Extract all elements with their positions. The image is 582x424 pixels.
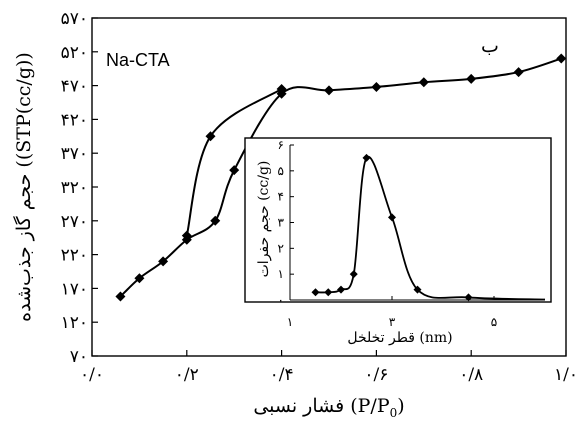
isotherm-point	[513, 67, 524, 78]
series-label: Na-CTA	[106, 50, 170, 70]
panel-letter: ب	[481, 35, 499, 57]
pore-distribution-point	[388, 213, 396, 222]
pore-distribution-point	[311, 288, 320, 297]
isotherm-point	[418, 77, 429, 88]
x-axis-label-text: فشار نسبی	[253, 395, 350, 417]
x-axis-label-close: )	[397, 395, 404, 417]
inset-x-tick-label: ۳	[389, 315, 396, 329]
inset-y-tick-label: ۱	[278, 267, 284, 281]
isotherm-point	[276, 83, 287, 94]
isotherm-point	[466, 73, 477, 84]
y-axis-label: حجم گاز جذب‌شده ((STP(cc/g))	[12, 52, 35, 322]
x-tick-label: ۰/۴	[270, 365, 294, 385]
y-tick-label: ۵۷۰	[61, 9, 88, 29]
pore-distribution-point	[362, 153, 371, 162]
y-tick-label: ۳۷۰	[61, 144, 88, 164]
inset-y-tick-label: ۴	[278, 190, 284, 204]
pore-distribution-point	[349, 270, 358, 279]
isotherm-point	[556, 53, 567, 64]
inset-y-axis-label: حجم حفرات (cc/g)	[256, 161, 272, 278]
isotherm-point	[205, 131, 216, 142]
inset-y-tick-label: ۰	[278, 293, 284, 307]
pore-distribution-point	[464, 293, 473, 302]
isotherm-point	[134, 273, 145, 284]
x-tick-label: ۰/۸	[459, 365, 483, 385]
inset-y-tick-label: ۲	[278, 241, 284, 255]
y-tick-label: ۲۷۰	[61, 212, 88, 232]
y-tick-label: ۴۲۰	[61, 110, 88, 130]
y-tick-label: ۳۲۰	[61, 178, 88, 198]
y-tick-label: ۱۷۰	[61, 279, 88, 299]
inset-y-tick-label: ۶	[278, 138, 284, 152]
inset-y-axis-label-unit: (cc/g)	[256, 161, 272, 201]
x-axis-label-sub: 0	[390, 406, 398, 420]
pore-distribution-point	[324, 288, 333, 297]
inset-frame	[244, 137, 552, 303]
isotherm-point	[371, 81, 382, 92]
inset-x-tick-label: ۱	[287, 315, 293, 329]
isotherm-point	[158, 256, 169, 267]
inset-y-tick-label: ۵	[278, 164, 284, 178]
isotherm-point	[324, 85, 334, 96]
x-tick-label: ۱/۰	[554, 365, 578, 385]
isotherm-point	[115, 291, 126, 302]
isotherm-point	[210, 215, 221, 226]
x-axis-label-open: (P/P	[350, 395, 390, 417]
isotherm-point	[181, 230, 192, 241]
isotherm-point	[229, 165, 240, 176]
y-tick-label: ۵۲۰	[61, 43, 88, 63]
inset-y-axis-label-text: حجم حفرات	[256, 201, 272, 277]
x-axis-label: فشار نسبی (P/P0)	[253, 395, 404, 420]
y-tick-label: ۱۲۰	[61, 313, 88, 333]
pore-distribution-point	[337, 285, 345, 294]
inset-x-axis-label: قطر تخلخل (nm)	[347, 330, 452, 346]
x-tick-label: ۰/۲	[175, 365, 199, 385]
inset-y-tick-label: ۳	[278, 216, 285, 230]
inset-x-tick-label: ۵	[491, 315, 497, 329]
x-tick-label: ۰/۶	[364, 365, 388, 385]
y-tick-label: ۷۰	[70, 347, 88, 367]
y-tick-label: ۲۲۰	[61, 246, 88, 266]
pore-distribution-point	[413, 285, 422, 294]
y-tick-label: ۴۷۰	[61, 77, 88, 97]
x-tick-label: ۰/۰	[80, 365, 104, 385]
